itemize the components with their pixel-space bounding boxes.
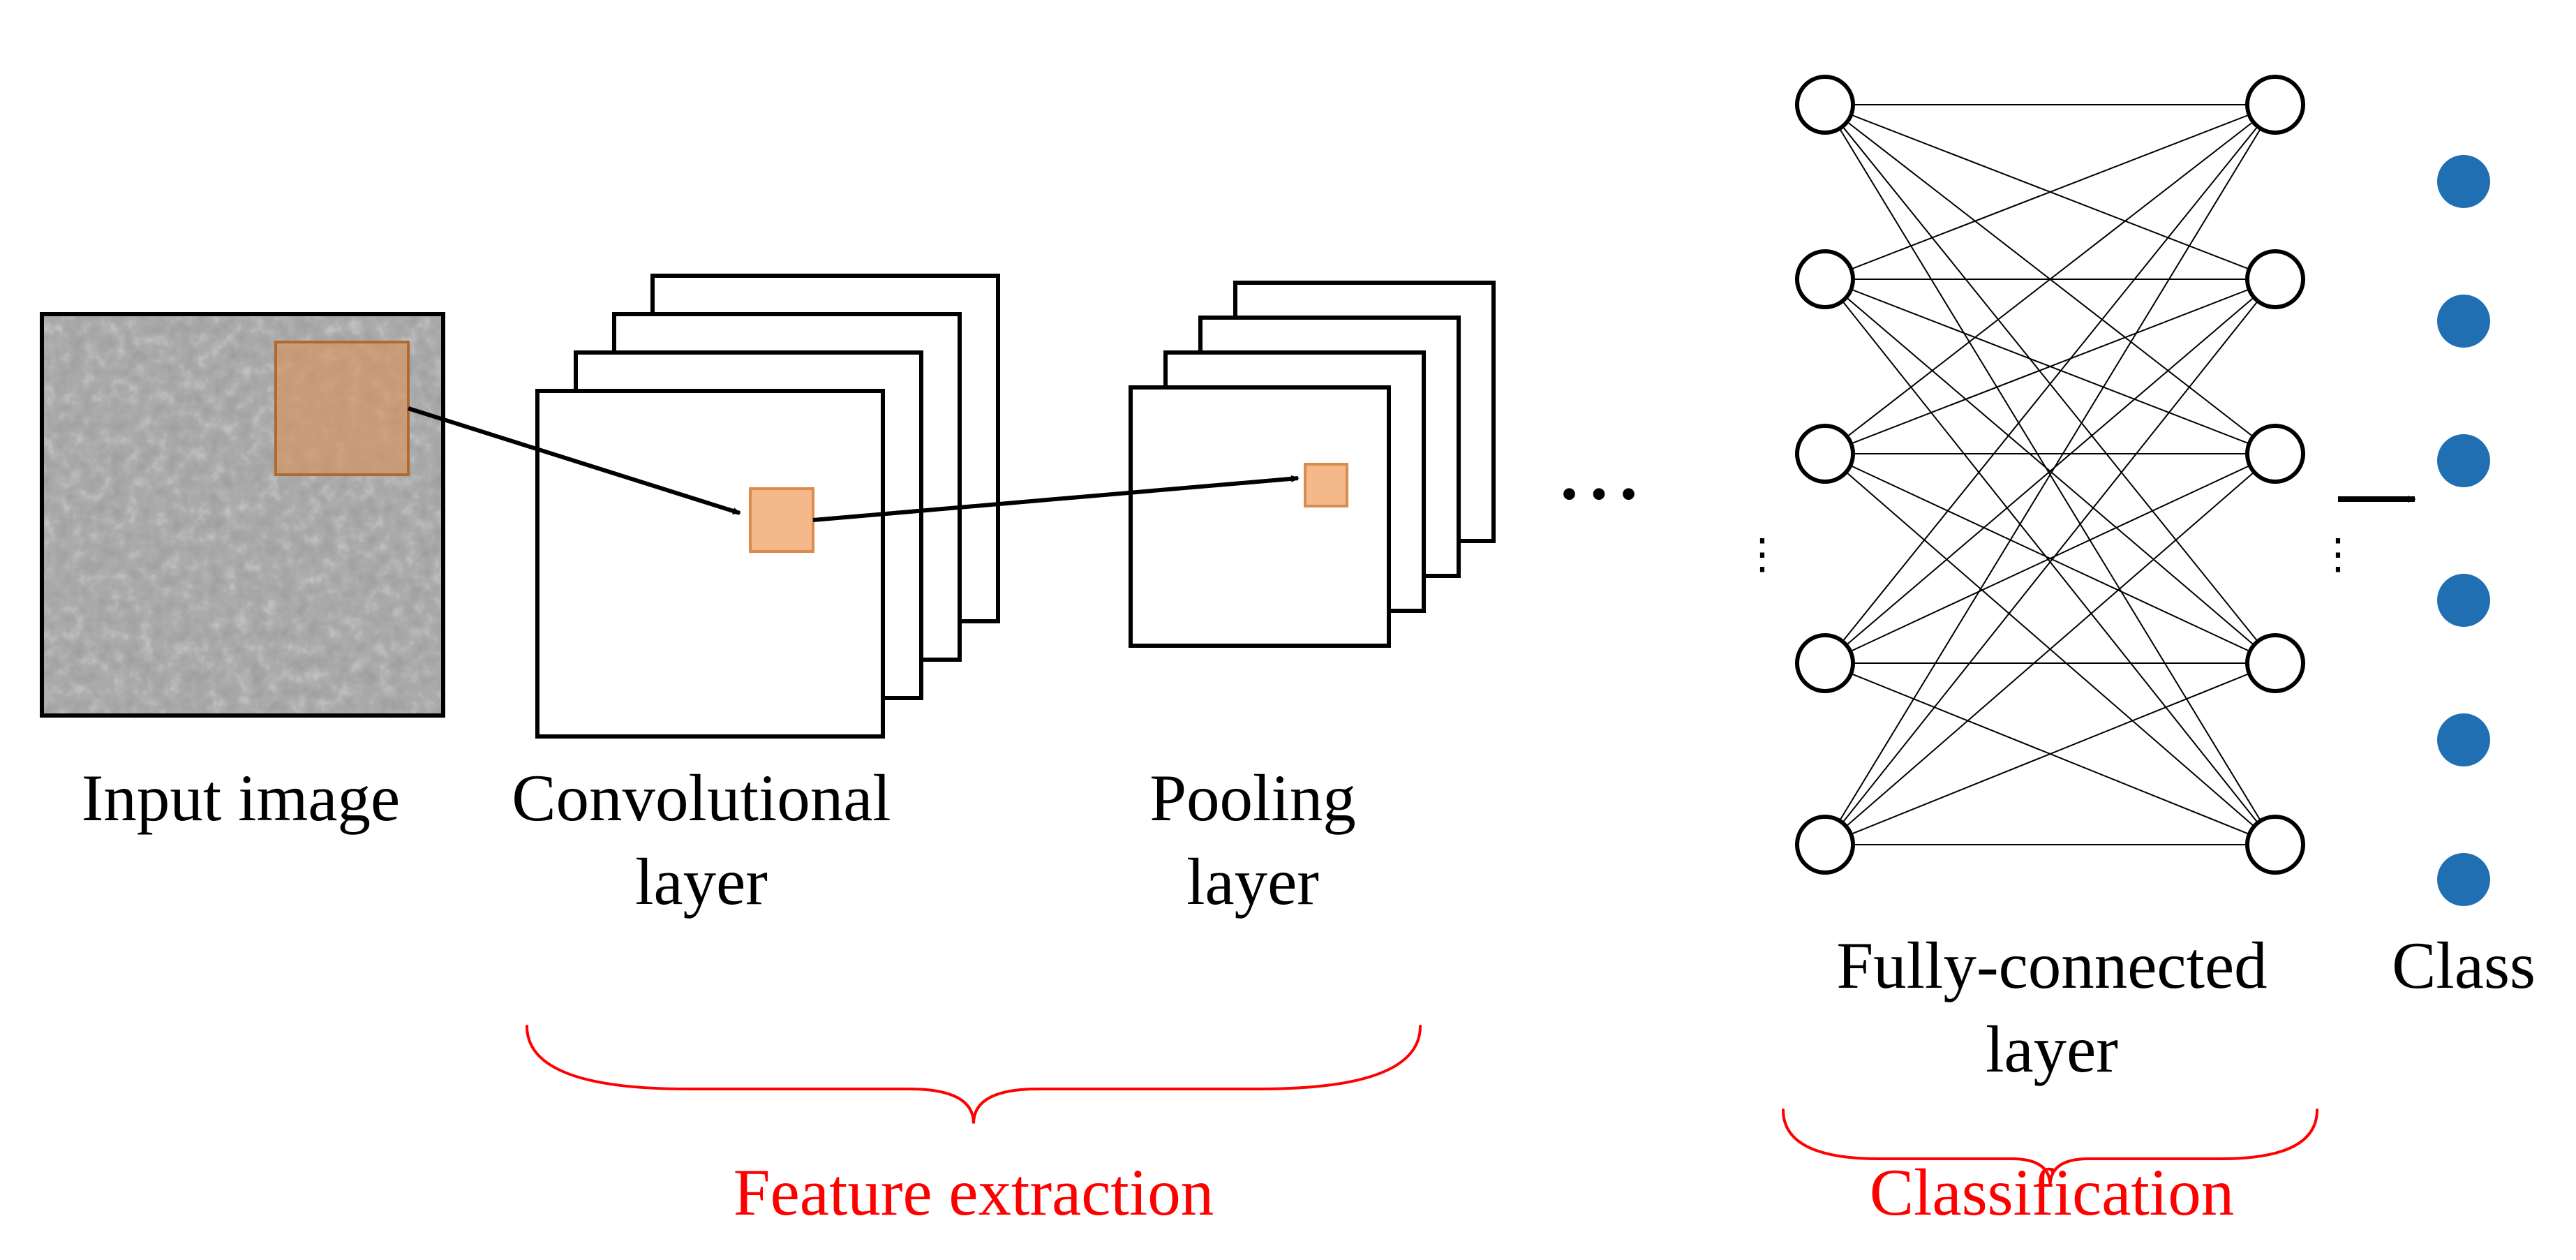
label-pooling-layer: Pooling — [1149, 761, 1356, 835]
class-node — [2437, 713, 2490, 766]
fc-node — [2247, 635, 2303, 691]
label-input-image: Input image — [82, 761, 400, 835]
label-conv-layer: layer — [635, 845, 768, 919]
fc-node — [2247, 817, 2303, 873]
label-feature-extraction: Feature extraction — [734, 1155, 1214, 1229]
fc-node — [1797, 635, 1853, 691]
fc-node — [1797, 251, 1853, 307]
receptive-field-box — [276, 342, 408, 475]
fc-node — [2247, 77, 2303, 133]
conv-feature-maps — [537, 276, 998, 736]
label-pooling-layer: layer — [1186, 845, 1319, 919]
label-conv-layer: Convolutional — [512, 761, 891, 835]
fc-node — [1797, 817, 1853, 873]
vdots-icon: ⋮ — [2317, 531, 2359, 577]
label-fc-layer: layer — [1986, 1012, 2118, 1086]
brace-feature-extraction — [527, 1026, 1420, 1124]
class-node — [2437, 434, 2490, 487]
input-image — [42, 314, 443, 716]
fc-node — [1797, 77, 1853, 133]
fc-node — [2247, 426, 2303, 482]
label-fc-layer: Fully-connected — [1836, 928, 2267, 1002]
fully-connected-layer: ⋮⋮ — [1741, 77, 2359, 873]
class-node — [2437, 155, 2490, 208]
label-class: Class — [2392, 928, 2536, 1002]
vdots-icon: ⋮ — [1741, 531, 1783, 577]
label-classification: Classification — [1870, 1155, 2234, 1229]
class-node — [2437, 574, 2490, 627]
fc-node — [1797, 426, 1853, 482]
ellipsis-icon: ••• — [1561, 468, 1650, 521]
class-output-nodes — [2437, 155, 2490, 906]
pool-feature-maps — [1131, 283, 1494, 646]
fc-node — [2247, 251, 2303, 307]
class-node — [2437, 295, 2490, 348]
class-node — [2437, 853, 2490, 906]
